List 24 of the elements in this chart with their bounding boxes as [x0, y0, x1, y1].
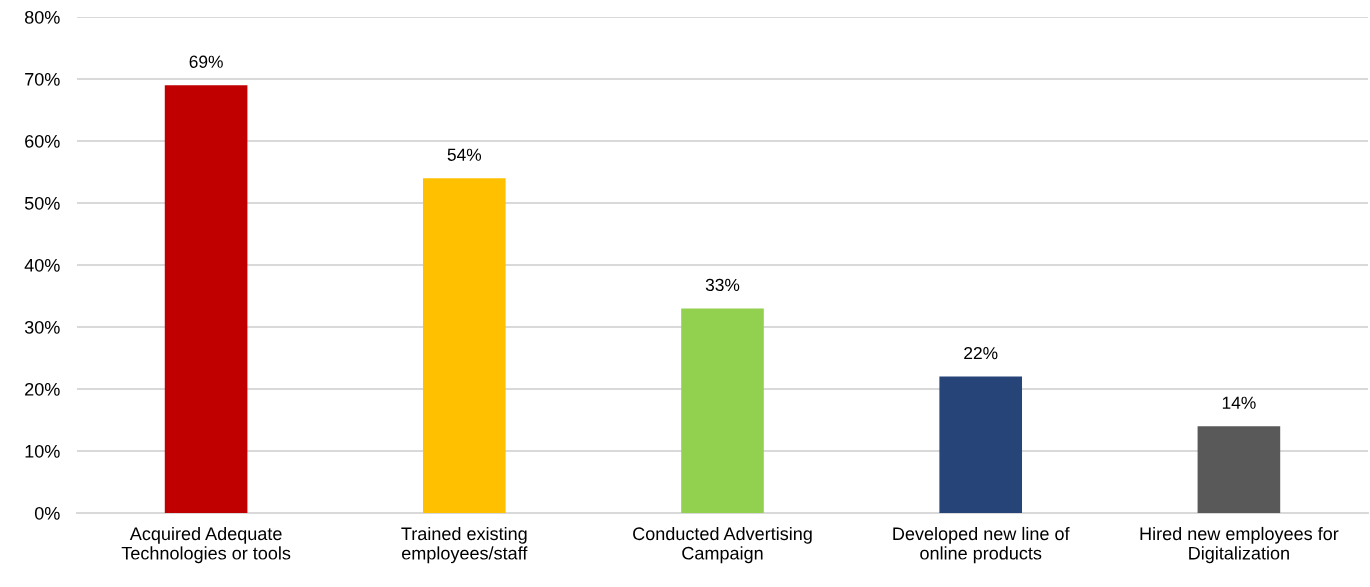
y-tick-label: 60%	[25, 134, 60, 148]
data-label: 33%	[705, 278, 740, 292]
x-tick-label: Acquired Adequate Technologies or tools	[121, 526, 291, 564]
x-tick-label: Hired new employees for Digitalization	[1140, 526, 1339, 564]
bar	[164, 85, 248, 513]
bar	[1197, 426, 1281, 513]
data-label: 14%	[1222, 396, 1256, 409]
x-tick-label: Trained existing employees/staff	[401, 526, 528, 564]
y-tick-label: 0%	[34, 506, 60, 520]
y-tick-label: 10%	[25, 444, 60, 458]
data-label: 22%	[964, 346, 998, 360]
x-tick-label: Conducted Advertising Campaign	[633, 526, 812, 564]
y-tick-label: 50%	[24, 196, 60, 210]
y-tick-label: 20%	[25, 382, 60, 396]
data-label: 69%	[189, 55, 223, 68]
bar	[422, 178, 506, 513]
y-tick-label: 70%	[25, 72, 60, 86]
y-tick-label: 30%	[24, 320, 60, 334]
y-tick-label: 80%	[24, 10, 60, 24]
bar	[939, 376, 1023, 513]
x-tick-label: Developed new line of online products	[893, 526, 1070, 564]
y-tick-label: 40%	[24, 258, 60, 272]
data-label: 54%	[447, 148, 482, 161]
bar	[681, 308, 764, 513]
